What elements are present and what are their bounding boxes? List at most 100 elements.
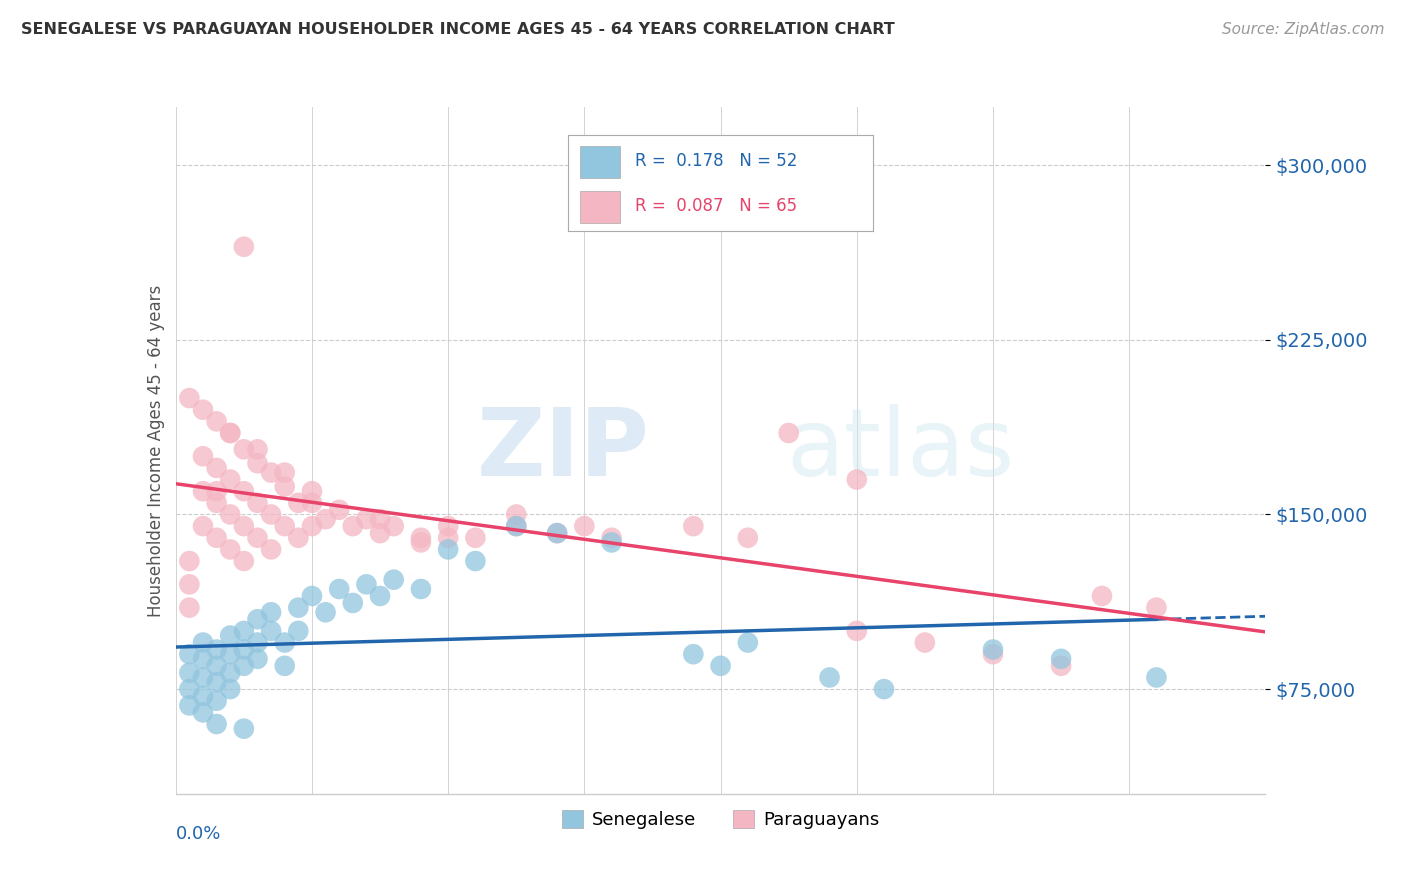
Paraguayans xyxy=(356,512,378,526)
Paraguayans xyxy=(246,456,269,470)
Senegalese xyxy=(191,706,214,720)
Paraguayans xyxy=(260,508,283,522)
Senegalese xyxy=(246,652,269,666)
Paraguayans xyxy=(1144,600,1167,615)
Paraguayans xyxy=(260,466,283,480)
Senegalese xyxy=(287,624,309,638)
Paraguayans xyxy=(464,531,486,545)
Paraguayans xyxy=(368,512,391,526)
Senegalese xyxy=(191,689,214,703)
Paraguayans xyxy=(232,240,254,254)
Senegalese xyxy=(818,670,841,684)
Paraguayans xyxy=(274,466,297,480)
Paraguayans xyxy=(682,519,704,533)
Senegalese xyxy=(232,642,254,657)
Senegalese xyxy=(232,722,254,736)
Paraguayans xyxy=(409,531,432,545)
Senegalese xyxy=(382,573,405,587)
Senegalese xyxy=(260,605,283,619)
Paraguayans xyxy=(179,554,201,568)
Text: atlas: atlas xyxy=(786,404,1014,497)
Paraguayans xyxy=(179,391,201,405)
Paraguayans xyxy=(232,442,254,457)
Senegalese xyxy=(981,642,1004,657)
Paraguayans xyxy=(1050,658,1073,673)
Paraguayans xyxy=(315,512,337,526)
Paraguayans xyxy=(179,577,201,591)
Paraguayans xyxy=(219,542,242,557)
Paraguayans xyxy=(191,519,214,533)
Paraguayans xyxy=(205,414,228,428)
Senegalese xyxy=(464,554,486,568)
Paraguayans xyxy=(205,461,228,475)
Paraguayans xyxy=(205,531,228,545)
Senegalese xyxy=(232,658,254,673)
Senegalese xyxy=(315,605,337,619)
Senegalese xyxy=(409,582,432,596)
Senegalese xyxy=(179,698,201,713)
Paraguayans xyxy=(342,519,364,533)
Senegalese xyxy=(205,717,228,731)
Senegalese xyxy=(219,682,242,697)
Paraguayans xyxy=(505,508,527,522)
Paraguayans xyxy=(246,496,269,510)
Senegalese xyxy=(873,682,896,697)
Senegalese xyxy=(710,658,733,673)
Paraguayans xyxy=(301,519,323,533)
Paraguayans xyxy=(232,519,254,533)
Senegalese xyxy=(546,526,568,541)
Legend: Senegalese, Paraguayans: Senegalese, Paraguayans xyxy=(554,803,887,837)
Paraguayans xyxy=(368,526,391,541)
Paraguayans xyxy=(301,484,323,499)
Paraguayans xyxy=(328,503,350,517)
Paraguayans xyxy=(437,531,460,545)
Senegalese xyxy=(191,635,214,649)
Senegalese xyxy=(219,665,242,680)
Paraguayans xyxy=(845,624,868,638)
Paraguayans xyxy=(274,479,297,493)
Senegalese xyxy=(246,612,269,626)
Paraguayans xyxy=(409,535,432,549)
Senegalese xyxy=(219,647,242,661)
Paraguayans xyxy=(246,531,269,545)
Text: ZIP: ZIP xyxy=(477,404,650,497)
Y-axis label: Householder Income Ages 45 - 64 years: Householder Income Ages 45 - 64 years xyxy=(146,285,165,616)
Paraguayans xyxy=(232,554,254,568)
Paraguayans xyxy=(382,519,405,533)
Paraguayans xyxy=(914,635,936,649)
Paraguayans xyxy=(287,531,309,545)
Senegalese xyxy=(1144,670,1167,684)
Senegalese xyxy=(191,670,214,684)
Senegalese xyxy=(260,624,283,638)
Paraguayans xyxy=(737,531,759,545)
Senegalese xyxy=(205,658,228,673)
Paraguayans xyxy=(191,450,214,464)
Paraguayans xyxy=(778,425,800,440)
Paraguayans xyxy=(219,508,242,522)
Senegalese xyxy=(301,589,323,603)
Senegalese xyxy=(246,635,269,649)
Senegalese xyxy=(328,582,350,596)
Senegalese xyxy=(232,624,254,638)
Text: Source: ZipAtlas.com: Source: ZipAtlas.com xyxy=(1222,22,1385,37)
Senegalese xyxy=(505,519,527,533)
Senegalese xyxy=(600,535,623,549)
Paraguayans xyxy=(505,519,527,533)
Paraguayans xyxy=(246,442,269,457)
Text: 0.0%: 0.0% xyxy=(176,825,221,843)
Senegalese xyxy=(274,658,297,673)
Paraguayans xyxy=(205,484,228,499)
Senegalese xyxy=(179,647,201,661)
Senegalese xyxy=(1050,652,1073,666)
Senegalese xyxy=(356,577,378,591)
Text: SENEGALESE VS PARAGUAYAN HOUSEHOLDER INCOME AGES 45 - 64 YEARS CORRELATION CHART: SENEGALESE VS PARAGUAYAN HOUSEHOLDER INC… xyxy=(21,22,894,37)
Senegalese xyxy=(274,635,297,649)
Senegalese xyxy=(368,589,391,603)
Paraguayans xyxy=(219,425,242,440)
Paraguayans xyxy=(981,647,1004,661)
Paraguayans xyxy=(287,496,309,510)
Paraguayans xyxy=(301,496,323,510)
Paraguayans xyxy=(179,600,201,615)
Senegalese xyxy=(437,542,460,557)
Paraguayans xyxy=(191,484,214,499)
